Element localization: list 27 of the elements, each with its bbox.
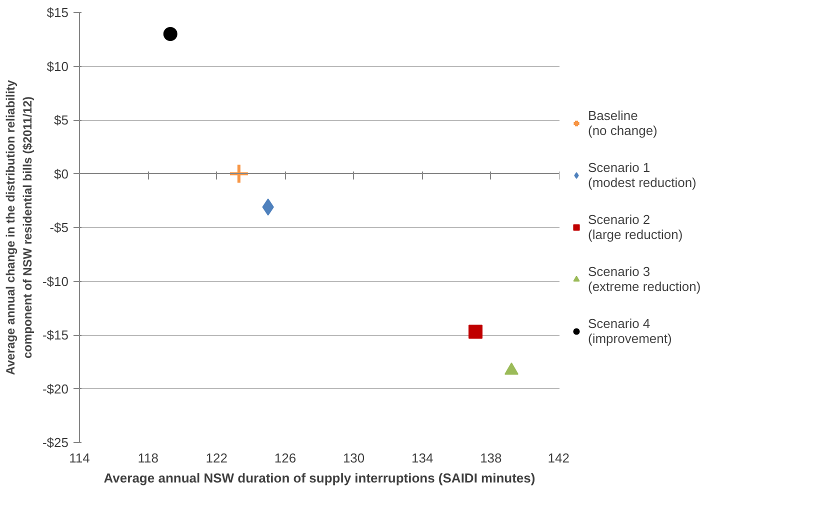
x-tick-label: 118 (138, 450, 158, 466)
y-tick-label: -$10 (42, 274, 69, 289)
y-tick-label: $10 (46, 58, 69, 74)
x-tick-label: 134 (412, 450, 434, 466)
point (163, 27, 178, 41)
point (468, 324, 482, 339)
legend-label: Baseline (no change) (588, 108, 658, 138)
y-tick-label: -$15 (42, 328, 69, 342)
x-tick-label: 142 (548, 450, 570, 466)
y-axis-title: Average annual change in the distribution reliability component of NSW residential bills ($2011/12) (4, 80, 34, 375)
x-tick-label: 138 (480, 450, 502, 466)
legend-label: Scenario 2 (large reduction) (588, 212, 683, 242)
y-tick-label: $5 (54, 112, 69, 128)
x-axis-title: Average annual NSW duration of supply interruptions (SAIDI minutes) (104, 470, 536, 486)
x-tick-label: 126 (274, 450, 296, 466)
point (228, 163, 250, 184)
y-tick-label: -$25 (42, 435, 69, 450)
x-tick-label: 130 (342, 450, 365, 466)
y-tick-label: $0 (54, 166, 69, 182)
y-tick-label: -$5 (50, 220, 69, 235)
x-tick-label: 122 (206, 450, 228, 466)
legend-label: Scenario 4 (improvement) (588, 316, 672, 346)
legend-label: Scenario 3 (extreme reduction) (588, 264, 701, 294)
legend-label: Scenario 1 (modest reduction) (588, 160, 696, 190)
x-tick-label: 114 (69, 450, 90, 466)
y-tick-label: $15 (46, 5, 69, 20)
y-tick-label: -$20 (42, 381, 69, 396)
